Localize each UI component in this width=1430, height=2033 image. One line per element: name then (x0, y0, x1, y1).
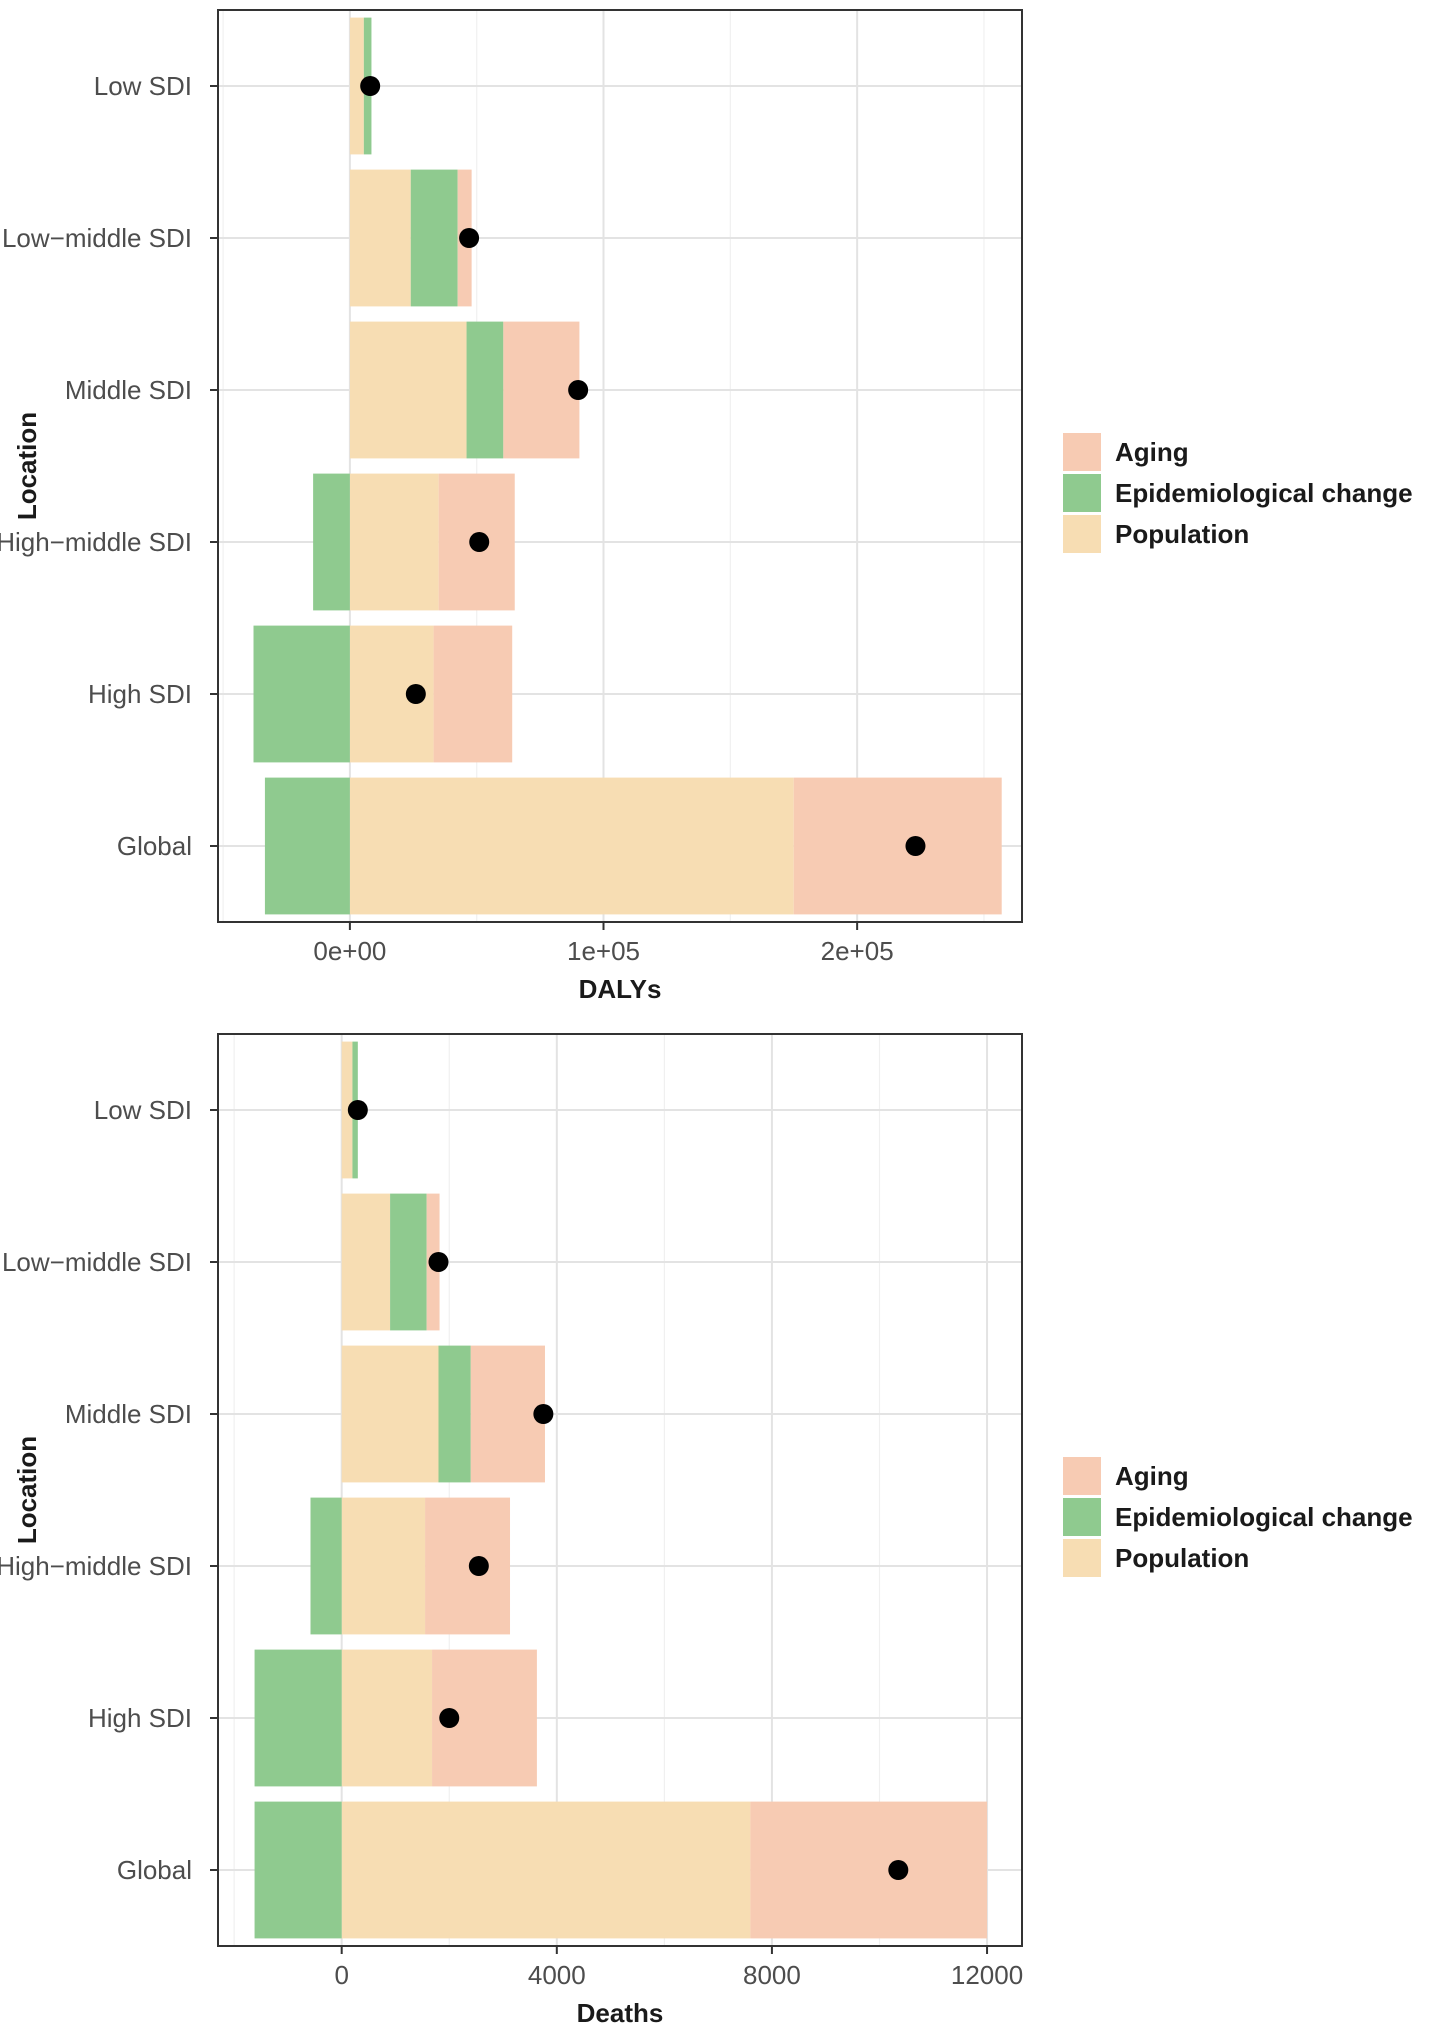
bar-epidemiological-change-middle-sdi (466, 321, 504, 459)
bar-population-global (349, 777, 794, 915)
legend: Aging Epidemiological change Population (1063, 1457, 1413, 1577)
deaths-panel: Low SDI Low−middle SDI Middle SDI High−midd… (0, 1033, 1413, 2028)
bar-epidemiological-change-global (254, 1801, 342, 1939)
x-tick-label: 4000 (528, 1960, 586, 1990)
point-overall-high-sdi (405, 684, 426, 704)
bar-population-high-middle-sdi (349, 473, 439, 611)
y-tick-label: High−middle SDI (0, 1551, 192, 1581)
legend-label-aging: Aging (1115, 437, 1189, 467)
y-tick-label: Global (117, 831, 192, 861)
point-overall-middle-sdi (533, 1404, 554, 1424)
bar-epidemiological-change-high-middle-sdi (313, 473, 350, 611)
y-tick-label: High SDI (88, 679, 192, 709)
y-axis-title: Location (12, 1436, 42, 1544)
x-axis-title: Deaths (577, 1998, 664, 2028)
x-tick-label: 12000 (951, 1960, 1023, 1990)
bar-aging-global (750, 1801, 988, 1939)
legend-key-pop (1063, 1539, 1101, 1577)
bar-epidemiological-change-high-sdi (254, 1649, 342, 1787)
y-tick-label: High−middle SDI (0, 527, 192, 557)
bar-population-middle-sdi (341, 1345, 439, 1483)
bar-aging-high-sdi (433, 625, 513, 763)
bar-population-global (341, 1801, 751, 1939)
y-tick-label: Low SDI (94, 1095, 192, 1125)
y-tick-label: Low SDI (94, 71, 192, 101)
bar-aging-middle-sdi (470, 1345, 545, 1483)
x-tick-label: 8000 (743, 1960, 801, 1990)
plot-background (218, 1034, 1022, 1946)
point-overall-high-sdi (439, 1708, 460, 1728)
legend-key-epi (1063, 1498, 1101, 1536)
y-tick-label: Global (117, 1855, 192, 1885)
x-tick-label: 0e+00 (313, 936, 386, 966)
bar-population-low-sdi (349, 17, 364, 155)
panel-border (217, 9, 1023, 923)
legend-label-epi: Epidemiological change (1115, 1502, 1413, 1532)
y-tick-label: High SDI (88, 1703, 192, 1733)
bar-epidemiological-change-low-middle-sdi (410, 169, 458, 307)
legend-key-aging (1063, 433, 1101, 471)
x-tick-label: 1e+05 (567, 936, 640, 966)
point-overall-middle-sdi (568, 380, 589, 400)
legend: Aging Epidemiological change Population (1063, 433, 1413, 553)
x-tick-label: 2e+05 (821, 936, 894, 966)
bar-aging-high-middle-sdi (425, 1497, 511, 1635)
point-overall-global (905, 836, 926, 856)
point-overall-low-sdi (347, 1100, 368, 1120)
bar-population-low-middle-sdi (341, 1193, 391, 1331)
y-tick-label: Low−middle SDI (2, 1247, 192, 1277)
bar-population-high-middle-sdi (341, 1497, 426, 1635)
legend-label-pop: Population (1115, 1543, 1249, 1573)
legend-label-epi: Epidemiological change (1115, 478, 1413, 508)
x-tick-label: 0 (334, 1960, 348, 1990)
point-overall-low-middle-sdi (428, 1252, 449, 1272)
bar-aging-middle-sdi (503, 321, 580, 459)
y-tick-label: Low−middle SDI (2, 223, 192, 253)
bar-epidemiological-change-global (264, 777, 350, 915)
bar-aging-global (793, 777, 1002, 915)
bar-epidemiological-change-high-sdi (253, 625, 350, 763)
point-overall-low-middle-sdi (459, 228, 480, 248)
legend-label-aging: Aging (1115, 1461, 1189, 1491)
y-axis-title: Location (12, 412, 42, 520)
legend-key-aging (1063, 1457, 1101, 1495)
legend-key-pop (1063, 515, 1101, 553)
panel-border (217, 1033, 1023, 1947)
point-overall-global (888, 1860, 909, 1880)
legend-label-pop: Population (1115, 519, 1249, 549)
bar-epidemiological-change-high-middle-sdi (310, 1497, 342, 1635)
point-overall-high-middle-sdi (469, 532, 490, 552)
bar-population-low-sdi (341, 1041, 353, 1179)
point-overall-low-sdi (360, 76, 381, 96)
bar-population-low-middle-sdi (349, 169, 411, 307)
y-tick-label: Middle SDI (65, 1399, 192, 1429)
dalys-panel: Low SDI Low−middle SDI Middle SDI High−midd… (0, 9, 1413, 1004)
bar-epidemiological-change-low-middle-sdi (390, 1193, 427, 1331)
x-axis-title: DALYs (579, 974, 662, 1004)
point-overall-high-middle-sdi (468, 1556, 489, 1576)
bar-epidemiological-change-middle-sdi (438, 1345, 471, 1483)
y-tick-label: Middle SDI (65, 375, 192, 405)
plot-background (218, 10, 1022, 922)
bar-population-middle-sdi (349, 321, 467, 459)
legend-key-epi (1063, 474, 1101, 512)
bar-population-high-sdi (341, 1649, 433, 1787)
